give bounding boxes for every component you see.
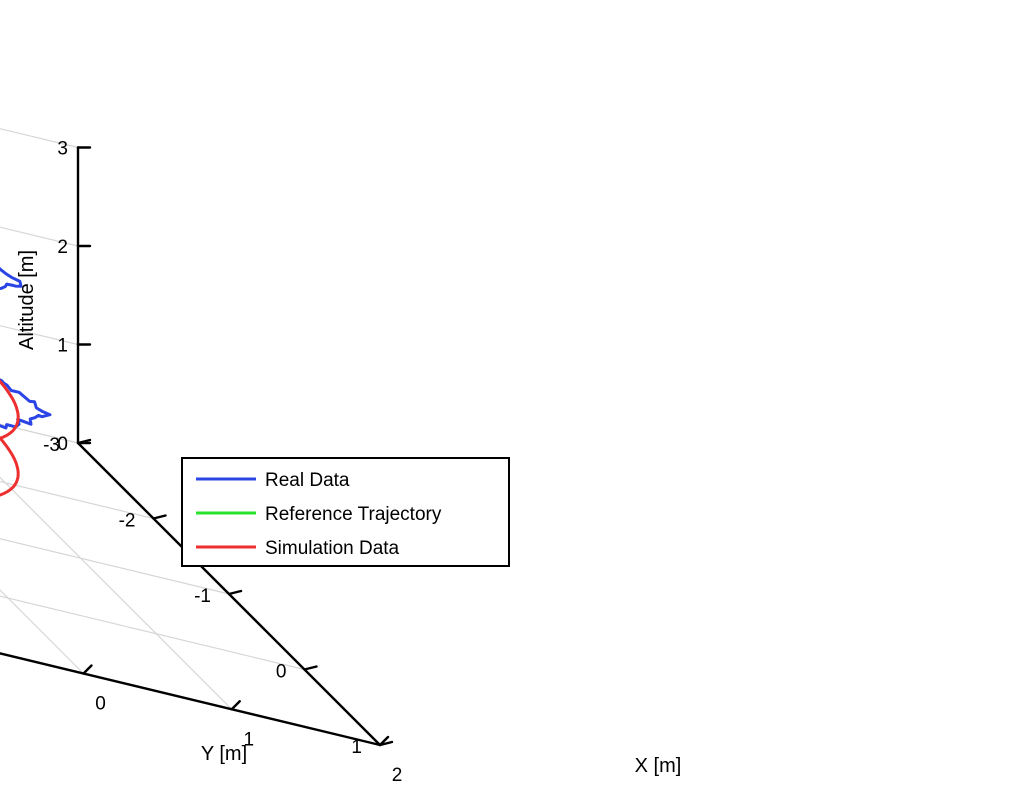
- floor-grid-line-y: [0, 652, 381, 746]
- y-tick-mark: [227, 589, 243, 596]
- floor-grid-line-y: [0, 538, 230, 595]
- x-axis-label: X [m]: [635, 755, 682, 777]
- x-tick-label: 1: [243, 729, 254, 750]
- legend-label-simulation-data: Simulation Data: [265, 538, 400, 559]
- floor-grid-line-y: [0, 480, 154, 520]
- floor-grid-line-y: [0, 595, 305, 671]
- back-wall-grid-line-z: [0, 423, 79, 444]
- axes: [0, 146, 394, 747]
- x-tick-mark: [230, 700, 241, 711]
- legend-label-real-data: Real Data: [265, 470, 350, 491]
- z-tick-label: 3: [57, 139, 68, 160]
- y-tick-label: 0: [276, 662, 287, 683]
- back-wall-grid-line-z: [0, 325, 79, 346]
- z-tick-label: 2: [57, 237, 68, 258]
- x-tick-label: 2: [392, 765, 403, 786]
- y-tick-label: 1: [351, 737, 362, 758]
- z-tick-label: 1: [57, 336, 68, 357]
- y-axis-label: Y [m]: [201, 743, 247, 765]
- series-lines: [0, 267, 52, 497]
- z-axis-label: Altitude [m]: [16, 250, 38, 350]
- z-tick-label: 0: [57, 434, 68, 455]
- x-tick-mark: [82, 664, 93, 675]
- y-tick-label: -1: [194, 586, 211, 607]
- grid-lines: [0, 128, 381, 746]
- legend: Real Data Reference Trajectory Simulatio…: [181, 457, 510, 567]
- floor-grid-line-y: [0, 423, 79, 444]
- floor-grid-line-x: [0, 589, 84, 674]
- y-tick-label: -3: [43, 435, 60, 456]
- y-tick-mark: [152, 514, 167, 520]
- x-tick-label: 0: [95, 694, 106, 715]
- x-axis-line: [0, 652, 382, 747]
- y-tick-label: -2: [119, 511, 136, 532]
- back-wall-grid-line-z: [0, 128, 79, 149]
- y-tick-mark: [378, 740, 394, 747]
- series-real-data: [0, 267, 52, 430]
- back-wall-grid-line-z: [0, 226, 79, 247]
- y-tick-mark: [303, 665, 318, 671]
- legend-label-reference-trajectory: Reference Trajectory: [265, 504, 442, 525]
